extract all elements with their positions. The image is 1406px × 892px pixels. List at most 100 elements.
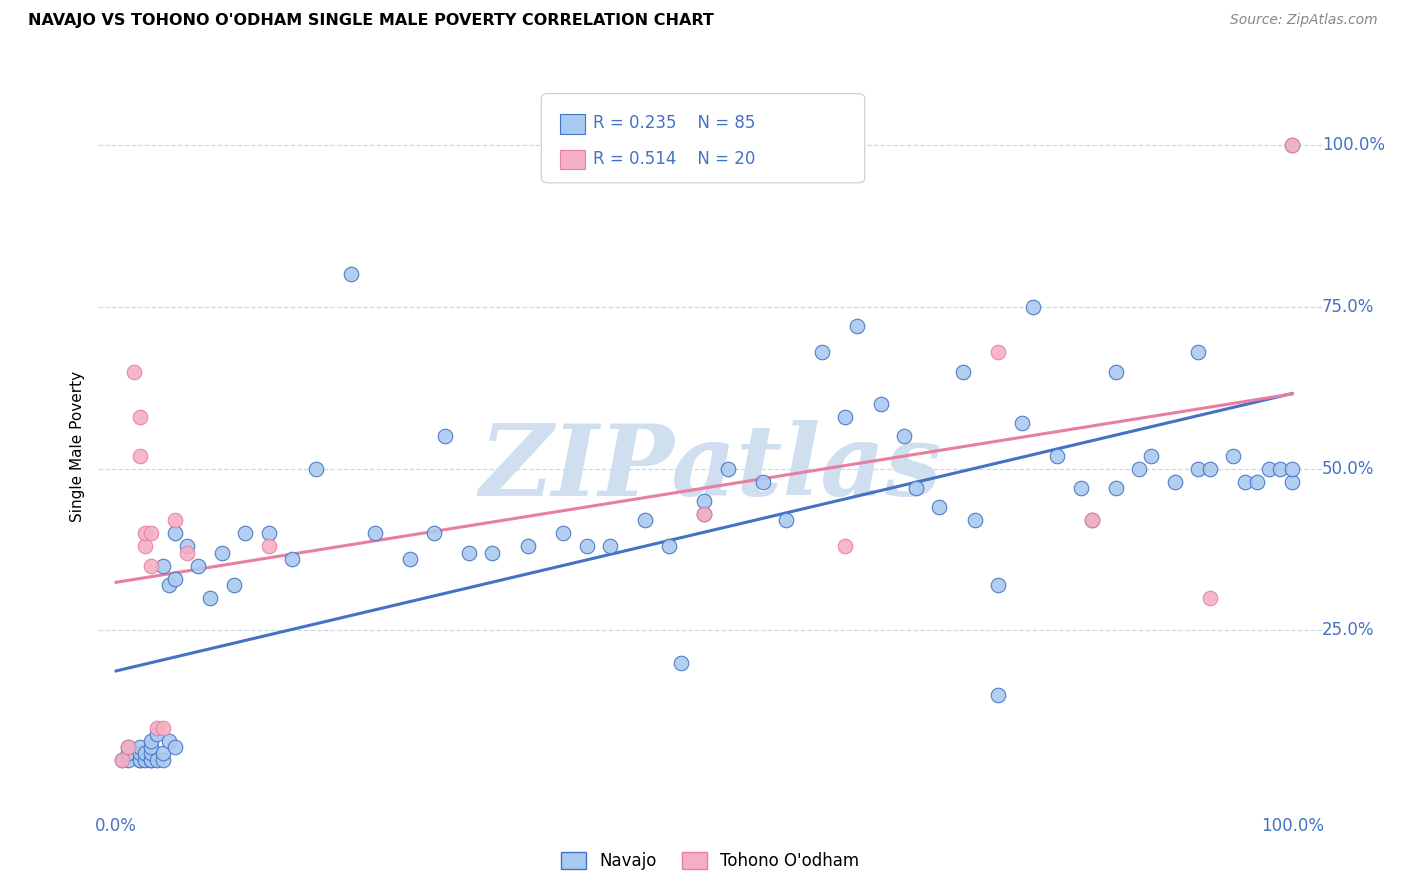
Point	[1105, 365, 1128, 379]
Point	[658, 539, 681, 553]
Point	[257, 539, 280, 553]
Point	[128, 409, 150, 424]
Point	[893, 429, 915, 443]
Point	[1199, 461, 1222, 475]
Point	[152, 721, 174, 735]
Point	[775, 513, 797, 527]
Text: 100.0%: 100.0%	[1322, 136, 1385, 154]
Point	[141, 739, 163, 754]
Point	[157, 578, 180, 592]
Point	[1199, 591, 1222, 606]
Point	[1281, 475, 1303, 489]
Point	[834, 539, 856, 553]
Point	[551, 526, 574, 541]
Point	[1105, 481, 1128, 495]
Point	[152, 558, 174, 573]
Point	[928, 500, 950, 515]
Point	[141, 733, 163, 747]
Point	[1128, 461, 1150, 475]
Text: 50.0%: 50.0%	[1322, 459, 1374, 477]
Point	[141, 753, 163, 767]
Point	[434, 429, 457, 443]
Point	[340, 268, 363, 282]
Point	[117, 739, 139, 754]
Point	[128, 753, 150, 767]
Point	[163, 739, 186, 754]
Text: R = 0.235    N = 85: R = 0.235 N = 85	[593, 114, 755, 132]
Point	[281, 552, 304, 566]
Point	[176, 546, 198, 560]
Point	[575, 539, 598, 553]
Text: 25.0%: 25.0%	[1322, 622, 1374, 640]
Point	[141, 747, 163, 761]
Point	[128, 753, 150, 767]
Point	[1140, 449, 1163, 463]
Point	[422, 526, 444, 541]
Point	[176, 539, 198, 553]
Point	[458, 546, 481, 560]
Point	[834, 409, 856, 424]
Point	[1163, 475, 1185, 489]
Point	[117, 739, 139, 754]
Point	[146, 753, 169, 767]
Point	[752, 475, 775, 489]
Point	[904, 481, 927, 495]
Legend: Navajo, Tohono O'odham: Navajo, Tohono O'odham	[554, 845, 866, 877]
Point	[128, 747, 150, 761]
Point	[222, 578, 245, 592]
Point	[157, 733, 180, 747]
Point	[1234, 475, 1257, 489]
Point	[1081, 513, 1104, 527]
Point	[516, 539, 538, 553]
Point	[952, 365, 974, 379]
Point	[987, 578, 1010, 592]
Point	[111, 753, 134, 767]
Point	[152, 747, 174, 761]
Point	[1281, 138, 1303, 153]
Point	[187, 558, 209, 573]
Point	[163, 572, 186, 586]
Point	[141, 558, 163, 573]
Point	[128, 449, 150, 463]
Point	[117, 747, 139, 761]
Point	[1022, 300, 1045, 314]
Point	[146, 727, 169, 741]
Point	[717, 461, 740, 475]
Point	[481, 546, 503, 560]
Text: Source: ZipAtlas.com: Source: ZipAtlas.com	[1230, 13, 1378, 28]
Point	[1011, 417, 1033, 431]
Point	[163, 526, 186, 541]
Point	[693, 507, 716, 521]
Point	[599, 539, 621, 553]
Point	[198, 591, 221, 606]
Point	[134, 747, 156, 761]
Point	[1281, 138, 1303, 153]
Point	[134, 753, 156, 767]
Point	[152, 753, 174, 767]
Point	[634, 513, 657, 527]
Point	[963, 513, 986, 527]
Point	[987, 345, 1010, 359]
Point	[810, 345, 832, 359]
Point	[669, 656, 692, 670]
Point	[146, 721, 169, 735]
Point	[211, 546, 233, 560]
Point	[1246, 475, 1268, 489]
Point	[1281, 461, 1303, 475]
Point	[1187, 345, 1209, 359]
Point	[1270, 461, 1292, 475]
Text: 75.0%: 75.0%	[1322, 298, 1374, 316]
Point	[305, 461, 328, 475]
Point	[693, 507, 716, 521]
Point	[1187, 461, 1209, 475]
Point	[846, 319, 869, 334]
Point	[693, 494, 716, 508]
Point	[257, 526, 280, 541]
Point	[111, 753, 134, 767]
Point	[141, 753, 163, 767]
Point	[134, 526, 156, 541]
Point	[364, 526, 387, 541]
Text: ZIPatlas: ZIPatlas	[479, 420, 941, 516]
Y-axis label: Single Male Poverty: Single Male Poverty	[69, 370, 84, 522]
Text: NAVAJO VS TOHONO O'ODHAM SINGLE MALE POVERTY CORRELATION CHART: NAVAJO VS TOHONO O'ODHAM SINGLE MALE POV…	[28, 13, 714, 29]
